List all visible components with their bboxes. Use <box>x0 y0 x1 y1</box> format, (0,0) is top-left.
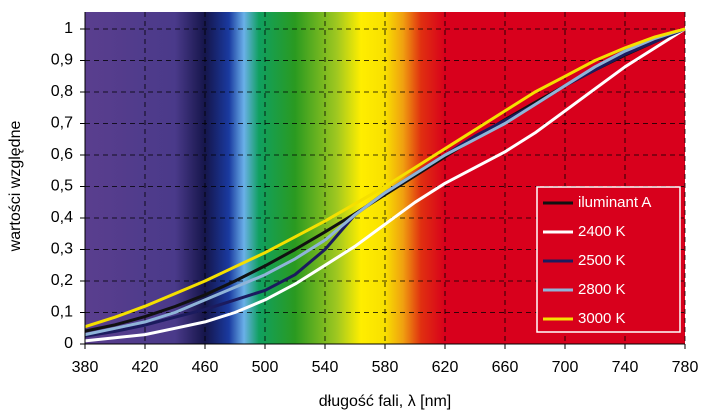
y-tick-label: 0 <box>64 335 73 352</box>
x-axis-title: długość fali, λ [nm] <box>319 393 452 410</box>
x-tick-label: 580 <box>372 359 399 376</box>
series-line <box>84 27 686 337</box>
series-line <box>84 27 686 343</box>
y-tick-label: 0,9 <box>51 52 73 69</box>
legend-label: 2800 K <box>578 281 626 298</box>
x-tick-label: 460 <box>192 359 219 376</box>
y-tick-label: 0,7 <box>51 115 73 132</box>
x-tick-label: 700 <box>552 359 579 376</box>
legend-label: iluminant A <box>578 194 651 211</box>
series-line <box>84 27 686 329</box>
x-tick-label: 380 <box>72 359 99 376</box>
y-tick-label: 0,3 <box>51 241 73 258</box>
y-tick-label: 0,5 <box>51 178 73 195</box>
x-tick-label: 620 <box>432 359 459 376</box>
x-tick-label: 420 <box>132 359 159 376</box>
y-axis-title: wartości względne <box>7 121 24 253</box>
y-tick-label: 0,6 <box>51 146 73 163</box>
legend-label: 2500 K <box>578 252 626 269</box>
y-tick-label: 0,1 <box>51 304 73 321</box>
x-tick-label: 740 <box>612 359 639 376</box>
y-tick-label: 0,2 <box>51 272 73 289</box>
y-tick-label: 0,4 <box>51 209 73 226</box>
legend-label: 2400 K <box>578 223 626 240</box>
x-tick-label: 500 <box>252 359 279 376</box>
y-tick-label: 1 <box>64 20 73 37</box>
x-tick-label: 660 <box>492 359 519 376</box>
y-tick-label: 0,8 <box>51 83 73 100</box>
legend-label: 3000 K <box>578 310 626 327</box>
x-tick-label: 780 <box>672 359 699 376</box>
x-tick-label: 540 <box>312 359 339 376</box>
